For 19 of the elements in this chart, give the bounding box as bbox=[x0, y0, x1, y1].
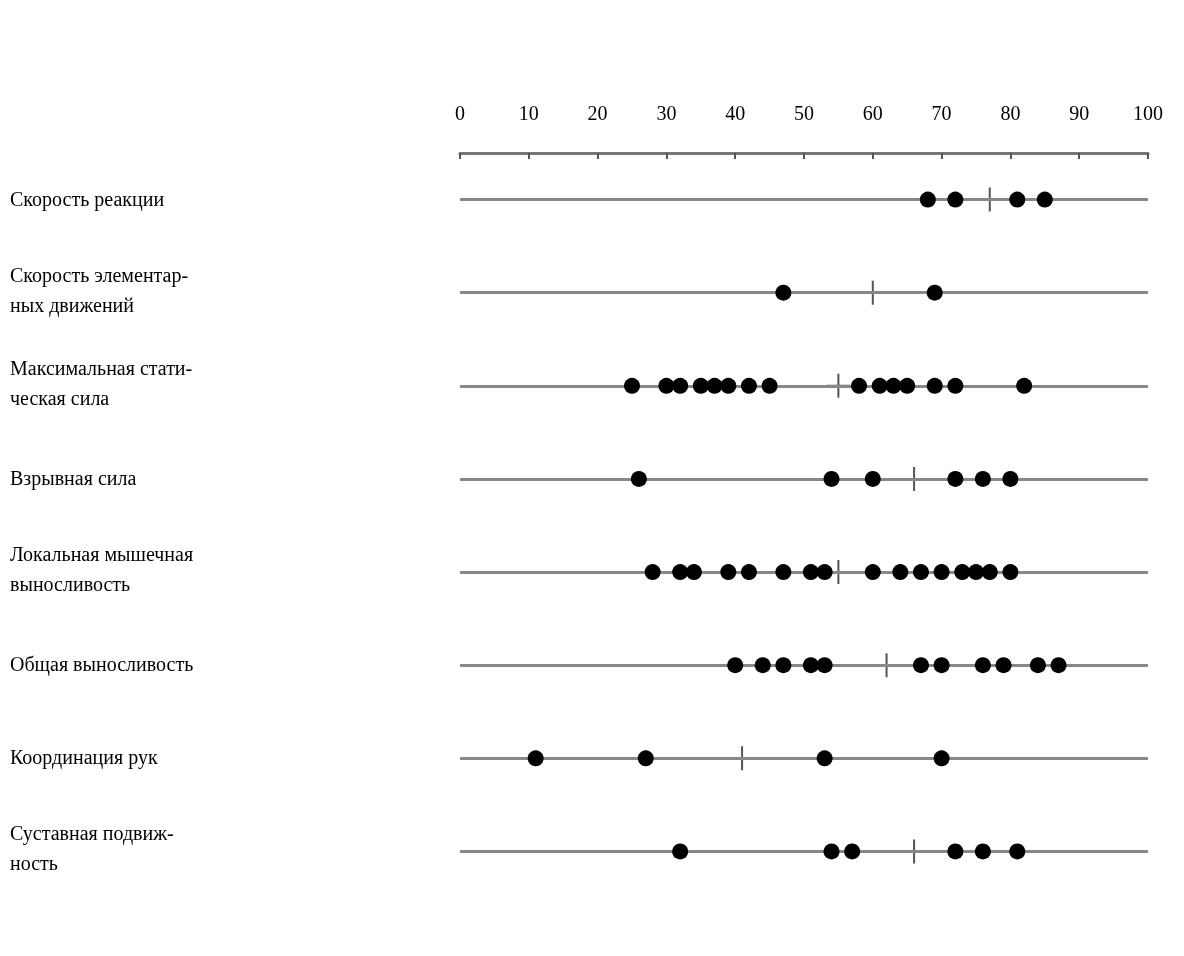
x2-tick-label: 50 bbox=[794, 102, 814, 124]
x2-tick-label: 100 bbox=[1133, 102, 1163, 124]
x2-tick-label: 60 bbox=[862, 102, 883, 124]
y-tick-label: Общая выносливость bbox=[10, 651, 194, 678]
x2-tick-label: 70 bbox=[931, 102, 952, 124]
y-tick-label: Скорость реакции bbox=[10, 186, 165, 213]
y-tick-label: Скорость элементар- ных движений bbox=[10, 262, 189, 319]
x2-tick-label: 10 bbox=[518, 102, 539, 124]
y-tick-label: Суставная подвиж- ность bbox=[10, 821, 174, 877]
y-tick-label: Локальная мышечная выносливость bbox=[10, 542, 194, 598]
x2-tick-label: 20 bbox=[587, 102, 608, 124]
x2-tick-label: 80 bbox=[1000, 102, 1021, 124]
y-tick-label: Взрывная сила bbox=[10, 465, 137, 492]
x2-tick-label: 90 bbox=[1069, 102, 1090, 124]
y-tick-label: Координация рук bbox=[10, 744, 158, 771]
x2-tick-label: 0 bbox=[455, 102, 465, 124]
x2-tick-label: 40 bbox=[725, 102, 746, 124]
y-tick-label: Максимальная стати- ческая сила bbox=[10, 355, 193, 411]
x2-tick-label: 30 bbox=[656, 102, 677, 124]
